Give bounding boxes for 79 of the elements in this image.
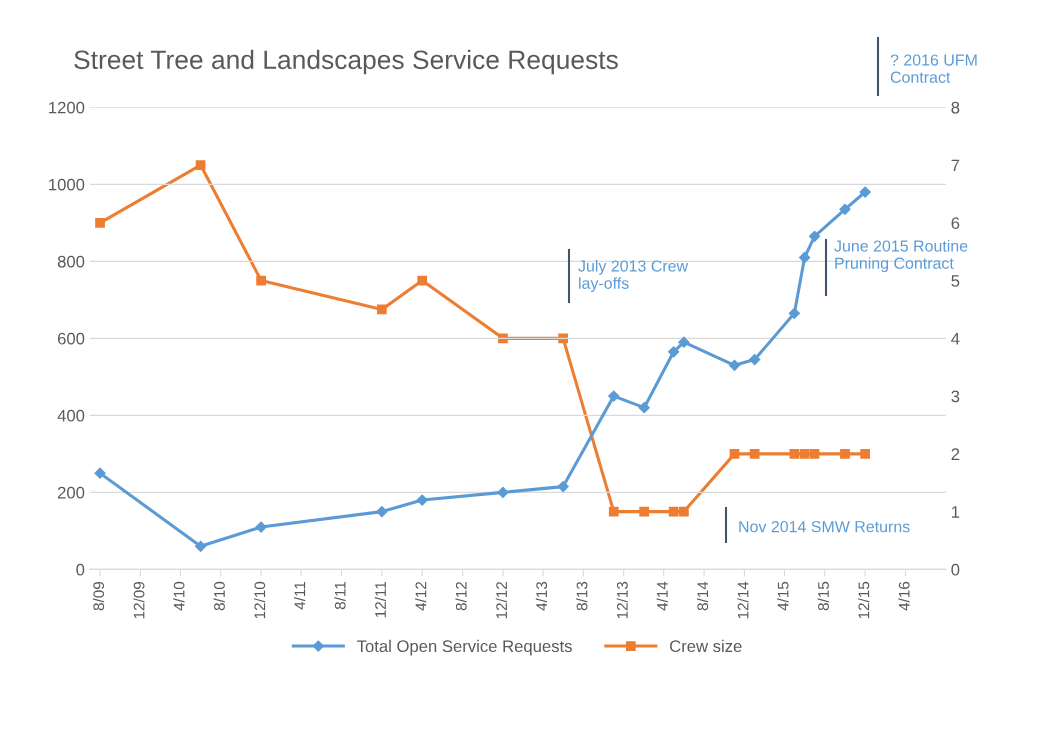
point [377,304,387,315]
point [859,186,871,198]
point [839,203,851,215]
annotation: July 2013 Crew lay-offs [578,259,689,293]
point [840,449,850,459]
x-tick-label: 4/15 [777,581,789,611]
point [749,449,760,459]
x-tick-label: 4/12 [415,581,427,611]
point [608,390,620,402]
point [668,346,680,358]
point [498,333,508,344]
point [195,160,206,170]
x-tick-label: 8/09 [92,581,105,611]
y2-tick-label: 0 [951,563,960,576]
x-tick-label: 12/15 [858,581,870,619]
x-tick-label: 4/13 [535,581,548,611]
y-tick-label: 400 [57,409,85,422]
x-tick-label: 12/09 [133,581,145,619]
point [194,540,207,552]
y2-tick-label: 7 [951,159,960,172]
point [678,336,690,348]
y2-tick-label: 3 [951,390,960,403]
annotation: Nov 2014 SMW Returns [739,520,910,533]
y2-tick-label: 1 [952,506,960,518]
legend-label: Crew size [670,639,742,653]
y2-tick-label: 5 [951,275,960,287]
x-tick-label: 12/10 [254,581,266,619]
point [638,402,650,414]
point [799,449,810,459]
x-tick-label: 12/14 [737,581,749,619]
point [729,449,740,459]
x-tick-label: 8/13 [576,581,588,611]
point [679,506,689,517]
x-tick-label: 8/12 [455,581,467,611]
point [416,494,428,506]
point [749,353,761,366]
point [497,486,509,498]
y2-tick-label: 6 [951,217,960,230]
x-tick-label: 4/16 [898,581,910,611]
x-tick-label: 12/11 [374,581,386,618]
y-tick-label: 800 [57,255,85,268]
y-tick-label: 200 [57,486,85,499]
chart-title: Street Tree and Landscapes Service Requests [74,49,618,75]
point [809,449,820,459]
point [557,481,569,493]
y-tick-label: 0 [76,563,85,576]
point [608,506,619,517]
text: ? 2016 UFM Contract [890,54,977,83]
point [95,217,105,228]
x-tick-label: 8/11 [334,581,346,610]
y-tick-label: 600 [57,332,85,345]
y-tick-label: 1200 [49,101,85,114]
point [255,521,267,533]
x-tick-label: 4/11 [294,581,306,610]
y2-tick-label: 4 [951,332,960,345]
x-tick-label: 12/13 [616,581,628,619]
y2-tick-label: 8 [951,101,960,114]
point [639,506,650,517]
point [558,333,569,344]
x-tick-label: 8/14 [696,581,709,611]
x-tick-label: 12/12 [495,581,508,619]
point [376,506,388,518]
point [799,251,811,264]
point [728,359,741,371]
y-tick-label: 1000 [49,178,85,191]
point [94,467,106,479]
point [256,275,266,286]
point [860,449,871,459]
x-tick-label: 8/10 [213,581,225,611]
x-tick-label: 4/10 [173,581,185,611]
y2-tick-label: 2 [951,448,960,460]
x-tick-label: 8/15 [817,581,829,611]
point [417,275,428,286]
annotation: June 2015 Routine Pruning Contract [834,239,968,273]
point [808,230,821,242]
legend-label: Total Open Service Requests [357,639,572,656]
point [789,449,800,459]
x-tick-label: 4/14 [656,581,668,611]
point [788,307,800,319]
